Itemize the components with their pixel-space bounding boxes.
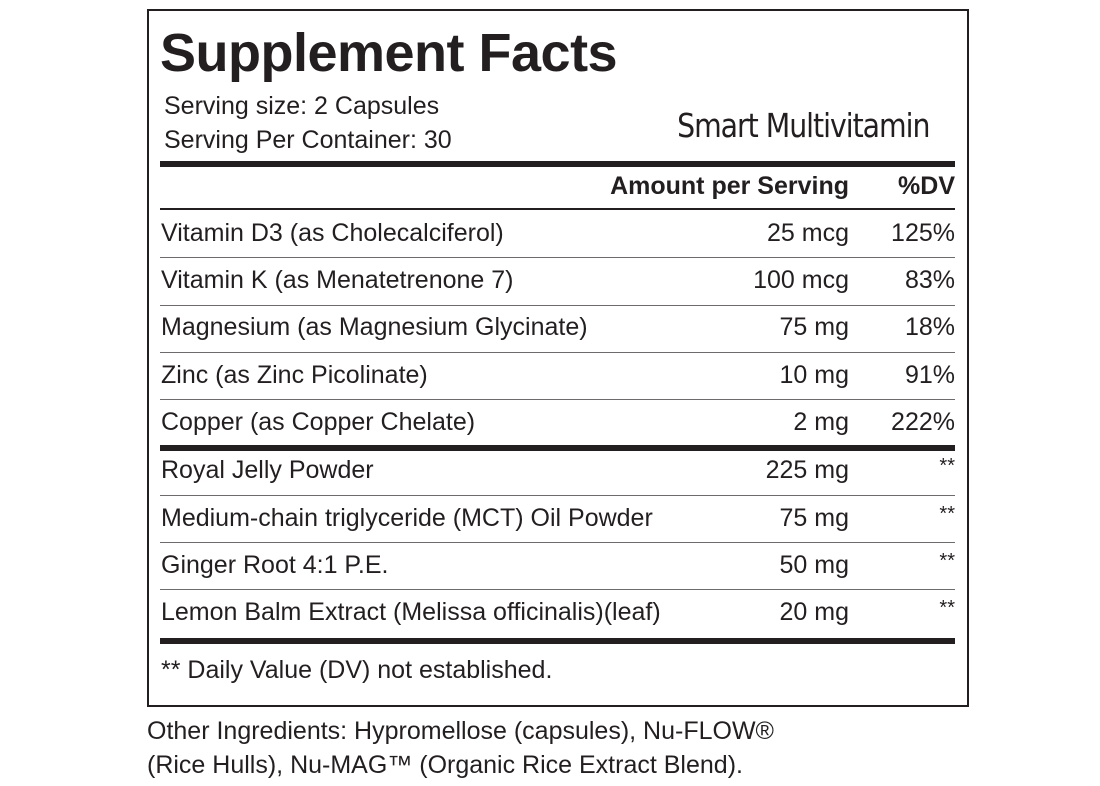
row-divider (160, 257, 955, 258)
ingredient-name: Medium-chain triglyceride (MCT) Oil Powd… (161, 504, 653, 532)
nutrient-name: Vitamin K (as Menatetrenone 7) (161, 266, 514, 294)
nutrient-dv: 91% (904, 361, 955, 389)
row-divider (160, 399, 955, 400)
supplement-facts-panel: Supplement Facts Serving size: 2 Capsule… (147, 9, 969, 707)
panel-title: Supplement Facts (160, 23, 618, 83)
row-divider (160, 352, 955, 353)
ingredient-row: Medium-chain triglyceride (MCT) Oil Powd… (160, 495, 955, 542)
nutrient-name: Copper (as Copper Chelate) (161, 408, 476, 436)
nutrient-row: Zinc (as Zinc Picolinate) 10 mg 91% (160, 352, 955, 399)
nutrient-amount: 2 mg (793, 408, 849, 436)
nutrient-amount: 100 mcg (753, 266, 849, 294)
ingredient-dv: ** (939, 550, 955, 572)
ingredient-amount: 20 mg (779, 598, 849, 626)
ingredient-amount: 225 mg (765, 456, 849, 484)
nutrient-dv: 222% (891, 408, 955, 436)
nutrient-amount: 10 mg (779, 361, 849, 389)
nutrient-name: Magnesium (as Magnesium Glycinate) (161, 313, 588, 341)
ingredient-row: Royal Jelly Powder 225 mg ** (160, 447, 955, 494)
row-divider (160, 495, 955, 496)
ingredient-name: Royal Jelly Powder (161, 456, 374, 484)
divider-thin (160, 208, 955, 210)
ingredient-dv: ** (939, 503, 955, 525)
nutrient-dv: 18% (904, 313, 955, 341)
row-divider (160, 542, 955, 543)
nutrient-row: Vitamin D3 (as Cholecalciferol) 25 mcg 1… (160, 210, 955, 257)
ingredient-row: Ginger Root 4:1 P.E. 50 mg ** (160, 542, 955, 589)
nutrient-row: Vitamin K (as Menatetrenone 7) 100 mcg 8… (160, 257, 955, 304)
serving-size: Serving size: 2 Capsules (164, 92, 440, 120)
nutrient-row: Magnesium (as Magnesium Glycinate) 75 mg… (160, 304, 955, 351)
divider-thick (160, 445, 955, 451)
other-ingredients-line: (Rice Hulls), Nu-MAG™ (Organic Rice Extr… (147, 751, 743, 779)
nutrient-row: Copper (as Copper Chelate) 2 mg 222% (160, 399, 955, 446)
row-divider (160, 305, 955, 306)
product-name: Smart Multivitamin (676, 106, 930, 145)
ingredient-dv: ** (939, 597, 955, 619)
servings-per-container: Serving Per Container: 30 (164, 126, 452, 154)
divider-thick (160, 161, 955, 167)
dv-footnote: ** Daily Value (DV) not established. (161, 656, 553, 684)
column-header-dv: %DV (898, 172, 955, 200)
ingredient-amount: 75 mg (779, 504, 849, 532)
nutrient-dv: 83% (904, 266, 955, 294)
ingredient-name: Ginger Root 4:1 P.E. (161, 551, 389, 579)
row-divider (160, 589, 955, 590)
nutrient-name: Vitamin D3 (as Cholecalciferol) (161, 219, 504, 247)
other-ingredients: Other Ingredients: Hypromellose (capsule… (147, 714, 774, 782)
ingredient-name: Lemon Balm Extract (Melissa officinalis)… (161, 598, 661, 626)
ingredient-row: Lemon Balm Extract (Melissa officinalis)… (160, 589, 955, 636)
nutrient-amount: 25 mcg (767, 219, 849, 247)
nutrient-dv: 125% (891, 219, 955, 247)
other-ingredients-line: Other Ingredients: Hypromellose (capsule… (147, 717, 774, 745)
column-header-amount: Amount per Serving (610, 172, 849, 200)
ingredient-amount: 50 mg (779, 551, 849, 579)
panel-content: Supplement Facts Serving size: 2 Capsule… (160, 11, 955, 705)
ingredient-dv: ** (939, 455, 955, 477)
nutrient-amount: 75 mg (779, 313, 849, 341)
divider-thick (160, 638, 955, 644)
nutrient-name: Zinc (as Zinc Picolinate) (161, 361, 428, 389)
